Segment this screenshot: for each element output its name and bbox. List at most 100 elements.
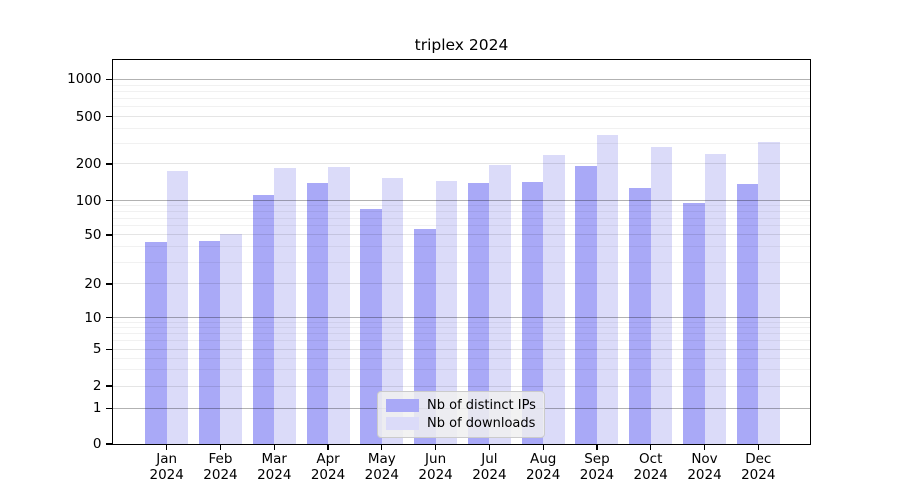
- y-tick-label: 1: [92, 400, 102, 417]
- bar-distinct-ips: [736, 183, 759, 444]
- bar-downloads: [328, 166, 350, 444]
- x-tick-year: 2024: [633, 466, 668, 483]
- x-tick-mark: [327, 444, 329, 450]
- bar-distinct-ips: [521, 181, 544, 444]
- x-tick-month: Sep: [584, 451, 610, 467]
- y-tick-label: 100: [75, 192, 102, 209]
- x-tick-mark: [273, 444, 275, 450]
- x-tick-month: Dec: [745, 451, 772, 467]
- bar-distinct-ips: [252, 194, 275, 444]
- legend-item-distinct-ips: Nb of distinct IPs: [386, 398, 544, 413]
- bar-downloads: [704, 153, 726, 444]
- bars-layer: [113, 60, 810, 444]
- x-tick-mark: [650, 444, 652, 450]
- plot-area: Nb of distinct IPs Nb of downloads: [112, 59, 811, 445]
- x-tick-mark: [703, 444, 706, 450]
- y-tick-mark: [105, 283, 112, 285]
- legend-label-downloads: Nb of downloads: [427, 416, 536, 431]
- y-tick-label: 0: [92, 436, 102, 452]
- x-tick-month: Nov: [691, 451, 718, 467]
- x-tick-year: 2024: [418, 466, 453, 483]
- y-tick-mark: [105, 116, 112, 118]
- x-tick-mark: [542, 444, 544, 450]
- x-tick-month: Jul: [481, 451, 498, 467]
- bar-distinct-ips: [198, 240, 221, 444]
- y-tick-mark: [105, 407, 112, 409]
- x-tick-month: May: [367, 451, 396, 467]
- x-tick-year: 2024: [149, 466, 184, 483]
- y-tick-label: 500: [75, 108, 102, 125]
- y-tick-mark: [105, 163, 112, 165]
- x-tick-mark: [596, 444, 598, 450]
- y-tick-label: 50: [84, 226, 102, 243]
- y-tick-label: 20: [84, 275, 102, 292]
- bar-downloads: [220, 234, 242, 444]
- bar-distinct-ips: [575, 166, 597, 444]
- chart-title: triplex 2024: [414, 36, 509, 54]
- x-tick-year: 2024: [579, 466, 615, 483]
- x-tick-label: Sep 2024: [567, 451, 627, 483]
- x-tick-year: 2024: [310, 466, 346, 483]
- legend-label-distinct-ips: Nb of distinct IPs: [427, 398, 536, 413]
- y-tick-mark: [105, 348, 112, 350]
- bar-downloads: [543, 155, 565, 444]
- x-tick-month: Jan: [156, 451, 178, 467]
- bar-distinct-ips: [467, 183, 490, 444]
- y-tick-mark: [105, 199, 112, 202]
- x-tick-year: 2024: [364, 466, 399, 483]
- bar-distinct-ips: [683, 202, 705, 444]
- bar-downloads: [274, 168, 296, 444]
- bar-downloads: [435, 180, 458, 444]
- bar-distinct-ips: [145, 241, 167, 444]
- bar-downloads: [596, 135, 619, 444]
- y-tick-label: 10: [84, 309, 102, 326]
- y-tick-label: 200: [75, 155, 102, 172]
- x-tick-year: 2024: [525, 466, 561, 483]
- x-tick-year: 2024: [687, 466, 722, 483]
- legend-swatch-distinct-ips-icon: [386, 399, 419, 412]
- y-tick-mark: [105, 385, 112, 387]
- y-tick-label: 2: [92, 378, 102, 395]
- y-tick-mark: [105, 78, 112, 81]
- bar-downloads: [489, 165, 511, 444]
- y-tick-label: 5: [92, 341, 102, 358]
- x-tick-year: 2024: [203, 466, 238, 483]
- x-tick-label: May 2024: [352, 451, 412, 483]
- bar-downloads: [650, 147, 673, 444]
- x-tick-label: Aug 2024: [513, 451, 573, 483]
- x-tick-mark: [488, 444, 491, 450]
- x-tick-month: Oct: [639, 451, 663, 467]
- x-tick-mark: [757, 444, 759, 450]
- x-tick-label: Feb 2024: [190, 451, 250, 483]
- x-tick-label: Jul 2024: [459, 451, 519, 483]
- y-tick-mark: [105, 316, 112, 319]
- x-tick-mark: [434, 444, 437, 450]
- x-tick-month: Jun: [425, 451, 447, 467]
- x-tick-mark: [219, 444, 222, 450]
- x-tick-label: Nov 2024: [675, 451, 735, 483]
- x-tick-mark: [381, 444, 383, 450]
- x-tick-year: 2024: [741, 466, 776, 483]
- x-tick-month: Feb: [208, 451, 233, 467]
- x-tick-label: Mar 2024: [244, 451, 304, 483]
- x-tick-label: Oct 2024: [621, 451, 681, 483]
- x-tick-month: Aug: [529, 451, 557, 467]
- y-tick-mark: [105, 443, 112, 445]
- legend-item-downloads: Nb of downloads: [386, 416, 544, 431]
- legend-swatch-downloads-icon: [386, 417, 419, 430]
- y-tick-mark: [105, 234, 112, 236]
- bar-distinct-ips: [360, 209, 382, 444]
- x-tick-label: Jun 2024: [406, 451, 466, 483]
- x-tick-label: Jan 2024: [137, 451, 197, 483]
- x-tick-label: Apr 2024: [298, 451, 358, 483]
- bar-downloads: [166, 171, 189, 444]
- bar-downloads: [758, 142, 780, 444]
- x-tick-label: Dec 2024: [728, 451, 788, 483]
- legend: Nb of distinct IPs Nb of downloads: [377, 391, 545, 438]
- x-tick-month: Apr: [316, 451, 340, 467]
- bar-distinct-ips: [414, 229, 436, 444]
- x-tick-month: Mar: [261, 451, 287, 467]
- bar-distinct-ips: [629, 188, 651, 444]
- x-tick-year: 2024: [472, 466, 507, 483]
